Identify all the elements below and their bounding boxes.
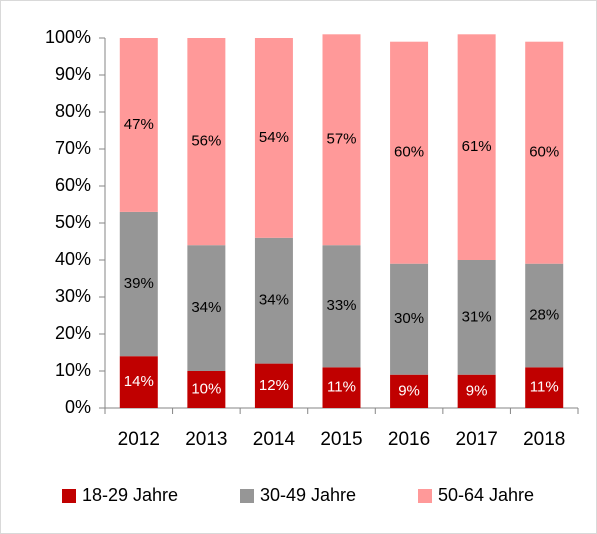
x-tick-label: 2017	[456, 429, 498, 450]
data-label: 54%	[259, 129, 289, 146]
bar-segment	[390, 263, 429, 375]
data-label: 9%	[466, 382, 488, 399]
bar-segment	[322, 367, 361, 408]
x-tick-label: 2018	[523, 429, 565, 450]
bar-segment	[390, 374, 429, 408]
bar-segment	[322, 34, 361, 246]
y-tick-label: 0%	[65, 397, 91, 417]
bar-segment	[322, 245, 361, 368]
legend-swatch	[240, 489, 254, 503]
bar-segment	[457, 374, 496, 408]
bar-segment	[119, 38, 158, 212]
y-tick-label: 80%	[55, 101, 91, 121]
y-tick-label: 50%	[55, 212, 91, 232]
data-label: 57%	[326, 131, 356, 148]
bar-segment	[187, 38, 226, 246]
x-tick-label: 2016	[388, 429, 430, 450]
x-tick-label: 2014	[253, 429, 296, 450]
y-tick-label: 40%	[55, 249, 91, 269]
data-label: 39%	[124, 275, 154, 292]
data-label: 34%	[259, 292, 289, 309]
bar-segment	[525, 263, 564, 368]
bar-segment	[187, 245, 226, 371]
bar-segment	[457, 260, 496, 375]
data-label: 31%	[462, 308, 492, 325]
data-label: 60%	[394, 144, 424, 161]
data-label: 28%	[529, 306, 559, 323]
legend-swatch	[418, 489, 432, 503]
legend-swatch	[62, 489, 76, 503]
y-tick-label: 10%	[55, 360, 91, 380]
data-label: 11%	[327, 379, 356, 396]
x-tick-label: 2015	[320, 429, 362, 450]
y-tick-label: 30%	[55, 286, 91, 306]
data-label: 9%	[398, 382, 420, 399]
data-label: 10%	[191, 380, 221, 397]
legend-label: 30-49 Jahre	[260, 485, 356, 505]
y-tick-label: 90%	[55, 64, 91, 84]
data-label: 12%	[259, 377, 289, 394]
legend-label: 50-64 Jahre	[438, 485, 534, 505]
bar-segment	[525, 41, 564, 264]
y-tick-label: 20%	[55, 323, 91, 343]
y-tick-label: 60%	[55, 175, 91, 195]
data-label: 30%	[394, 310, 424, 327]
bar-segment	[254, 38, 293, 238]
bar-segment	[187, 371, 226, 408]
data-label: 61%	[462, 138, 492, 155]
legend-label: 18-29 Jahre	[82, 485, 178, 505]
data-label: 56%	[191, 133, 221, 150]
y-tick-label: 100%	[45, 27, 91, 47]
bar-segment	[254, 363, 293, 408]
x-tick-label: 2012	[118, 429, 160, 450]
data-label: 14%	[124, 373, 154, 390]
bar-segment	[254, 237, 293, 364]
bar-segment	[457, 34, 496, 260]
bar-segment	[525, 367, 564, 408]
bar-segment	[119, 211, 158, 357]
data-label: 60%	[529, 144, 559, 161]
data-label: 34%	[191, 299, 221, 316]
data-label: 11%	[530, 379, 559, 396]
x-tick-label: 2013	[185, 429, 227, 450]
data-label: 47%	[124, 116, 154, 133]
bar-segment	[390, 41, 429, 264]
y-tick-label: 70%	[55, 138, 91, 158]
bar-segment	[119, 356, 158, 408]
data-label: 33%	[326, 297, 356, 314]
